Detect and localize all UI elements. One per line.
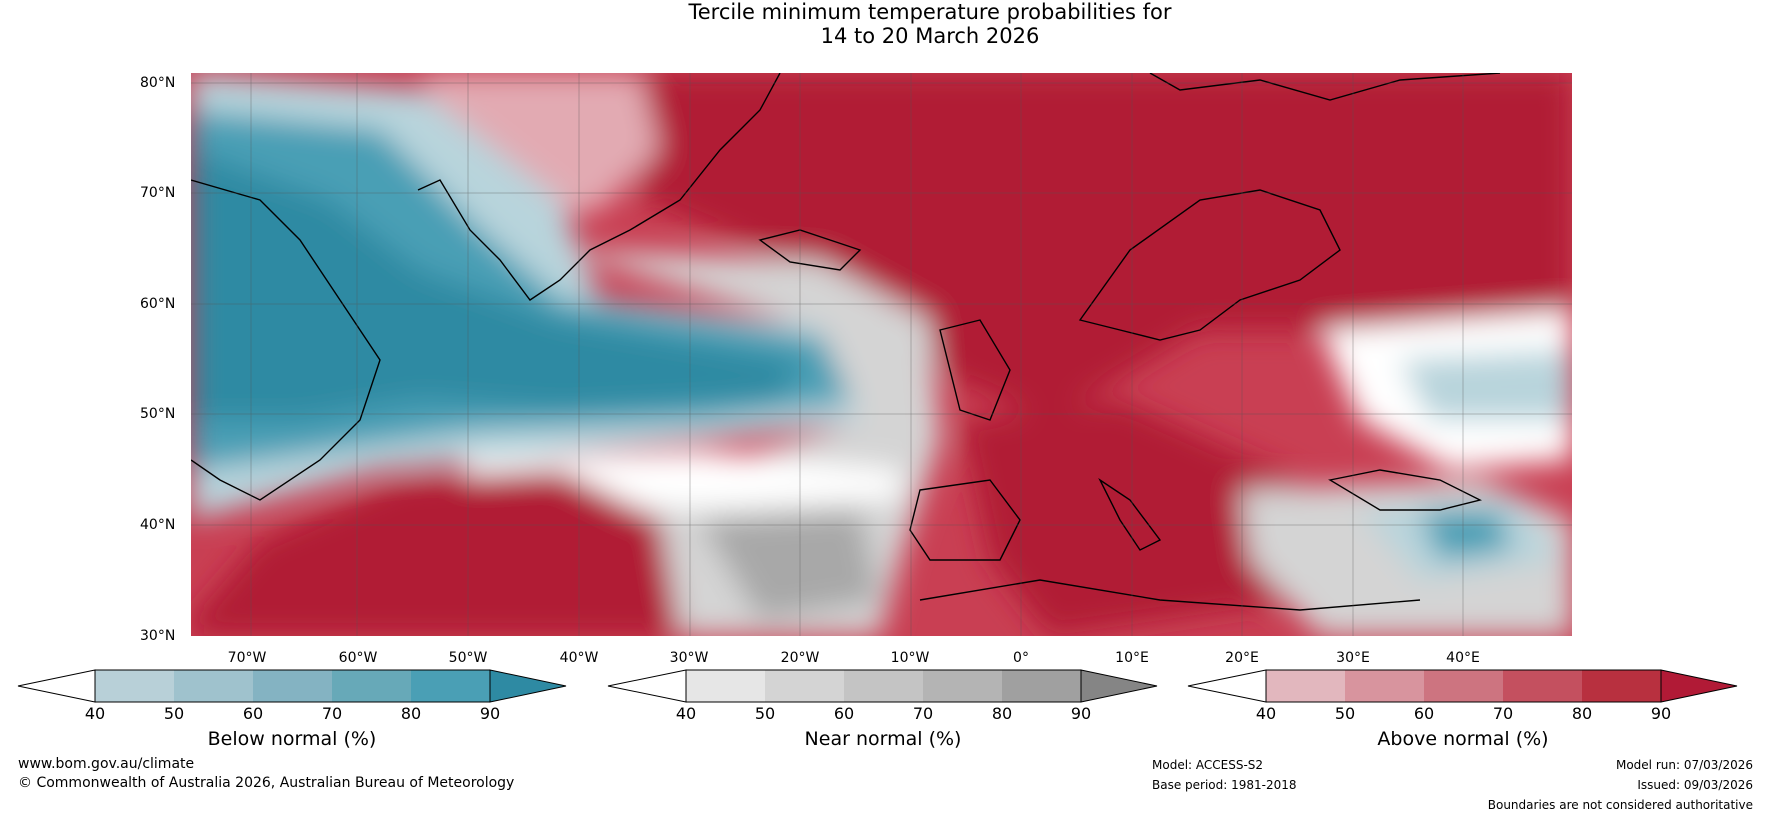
cbar-near-tick-70: 70 [912,704,934,723]
iceland-coast [758,229,862,271]
colorbar-below-bin-5 [411,670,490,702]
colorbar-near [607,669,1158,703]
cbar-above-tick-90: 90 [1650,704,1672,723]
lat-label-80n: 80°N [140,75,176,91]
colorbar-above-bin-2 [1345,670,1424,702]
colorbar-above-min-arrow [1187,669,1267,703]
cbar-below-tick-40: 40 [84,704,106,723]
lat-label-40n: 40°N [140,517,176,533]
lat-label-70n: 70°N [140,185,176,201]
lon-label-40w: 40°W [559,650,599,666]
colorbar-below-bin-4 [332,670,411,702]
greenland-coast [417,73,781,301]
svalbard-coast [1149,73,1501,101]
title-line-1: Tercile minimum temperature probabilitie… [688,0,1172,24]
model-run-text: Model run: 07/03/2026 [1615,758,1753,772]
colorbar-above-max-arrow [1660,669,1738,703]
lon-label-30w: 30°W [669,650,709,666]
cbar-near-tick-60: 60 [833,704,855,723]
cbar-above-tick-40: 40 [1255,704,1277,723]
cbar-near-tick-80: 80 [991,704,1013,723]
website-link[interactable]: www.bom.gov.au/climate [18,756,195,772]
colorbar-above [1187,669,1738,703]
graticule [191,73,1572,636]
colorbar-below-title: Below normal (%) [207,728,377,750]
probability-field [191,73,1572,636]
cbar-near-tick-50: 50 [754,704,776,723]
cbar-above-tick-80: 80 [1571,704,1593,723]
base-period-text: Base period: 1981-2018 [1152,778,1297,792]
colorbar-above-bin-4 [1503,670,1582,702]
colorbar-above-title: Above normal (%) [1377,728,1549,750]
colorbar-below-max-arrow [489,669,567,703]
cbar-above-tick-70: 70 [1492,704,1514,723]
cbar-below-tick-90: 90 [479,704,501,723]
lon-label-40e: 40°E [1446,650,1480,666]
lon-label-60w: 60°W [338,650,378,666]
colorbar-near-bin-4 [923,670,1002,702]
cbar-near-tick-90: 90 [1070,704,1092,723]
colorbar-near-title: Near normal (%) [804,728,962,750]
region-mild-below-russia [1400,350,1572,420]
region-strong-below-core [191,150,800,420]
colorbar-near-bin-1 [686,670,765,702]
lon-label-30e: 30°E [1336,650,1370,666]
lon-label-50w: 50°W [448,650,488,666]
lon-label-20e: 20°E [1225,650,1259,666]
colorbar-near-bin-3 [844,670,923,702]
cbar-below-tick-60: 60 [242,704,264,723]
title-line-2: 14 to 20 March 2026 [820,24,1040,48]
region-strong-above-med [960,400,1300,636]
lon-label-20w: 20°W [780,650,820,666]
north-africa-coast [919,579,1421,611]
cbar-below-tick-50: 50 [163,704,185,723]
colorbar-below-bin-3 [253,670,332,702]
region-near-dark-azores [700,510,880,620]
lon-label-0: 0° [1013,650,1029,666]
colorbar-near-min-arrow [607,669,687,703]
region-strong-above-north [620,73,1572,420]
colorbar-above-bin-3 [1424,670,1503,702]
disclaimer-text: Boundaries are not considered authoritat… [1487,798,1753,812]
colorbar-near-bin-2 [765,670,844,702]
colorbar-below [17,669,567,703]
lon-label-10w: 10°W [890,650,930,666]
region-below-caucasus [1420,510,1510,560]
lon-label-70w: 70°W [227,650,267,666]
italy-coast [1098,477,1162,551]
coastlines [191,73,1501,611]
lat-label-50n: 50°N [140,406,176,422]
colorbar-below-bin-2 [174,670,253,702]
lon-label-10e: 10°E [1115,650,1149,666]
colorbar-below-min-arrow [17,669,96,703]
colorbar-above-bin-1 [1266,670,1345,702]
cbar-below-tick-70: 70 [321,704,343,723]
chart-title: Tercile minimum temperature probabilitie… [0,0,1770,48]
model-text: Model: ACCESS-S2 [1152,758,1264,772]
colorbar-near-bin-5 [1002,670,1081,702]
cbar-near-tick-40: 40 [675,704,697,723]
colorbar-near-max-arrow [1080,669,1158,703]
black-sea-coast [1328,469,1483,511]
lat-label-60n: 60°N [140,296,176,312]
britain-coast [939,319,1011,421]
iberia-coast [909,479,1021,561]
lat-label-30n: 30°N [140,628,176,644]
issued-text: Issued: 09/03/2026 [1637,778,1753,792]
cbar-below-tick-80: 80 [400,704,422,723]
colorbar-above-bin-5 [1582,670,1661,702]
cbar-above-tick-60: 60 [1413,704,1435,723]
colorbar-below-bin-1 [95,670,174,702]
scandinavia-coast [1078,189,1341,341]
cbar-above-tick-50: 50 [1334,704,1356,723]
copyright-text: © Commonwealth of Australia 2026, Austra… [18,775,515,791]
region-strong-above-southwest [191,470,680,636]
north-america-coast [191,179,381,501]
